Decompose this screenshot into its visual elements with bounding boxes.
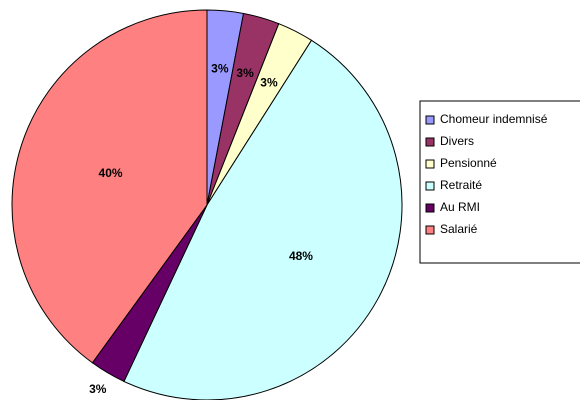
legend-label: Pensionné	[440, 156, 497, 170]
legend-label: Au RMI	[440, 200, 480, 214]
legend-swatch	[425, 225, 435, 235]
data-label: 40%	[99, 166, 123, 180]
legend-swatch	[425, 137, 435, 147]
data-label: 3%	[236, 66, 254, 80]
pie-slice	[11, 9, 208, 364]
legend-label: Chomeur indemnisé	[440, 112, 548, 126]
legend-swatch	[425, 159, 435, 169]
data-label: 3%	[89, 382, 107, 396]
data-label: 3%	[211, 61, 229, 75]
pie	[11, 9, 403, 400]
data-label: 48%	[289, 249, 313, 263]
legend-swatch	[425, 203, 435, 213]
legend-swatch	[425, 181, 435, 191]
data-label: 3%	[260, 76, 278, 90]
legend-label: Divers	[440, 134, 474, 148]
legend-entries: Chomeur indemnisé Divers Pensionné Retraité…	[425, 112, 548, 236]
legend-swatch	[425, 115, 435, 125]
legend-label: Salarié	[440, 222, 478, 236]
legend-label: Retraité	[440, 178, 482, 192]
legend-box	[419, 100, 580, 264]
